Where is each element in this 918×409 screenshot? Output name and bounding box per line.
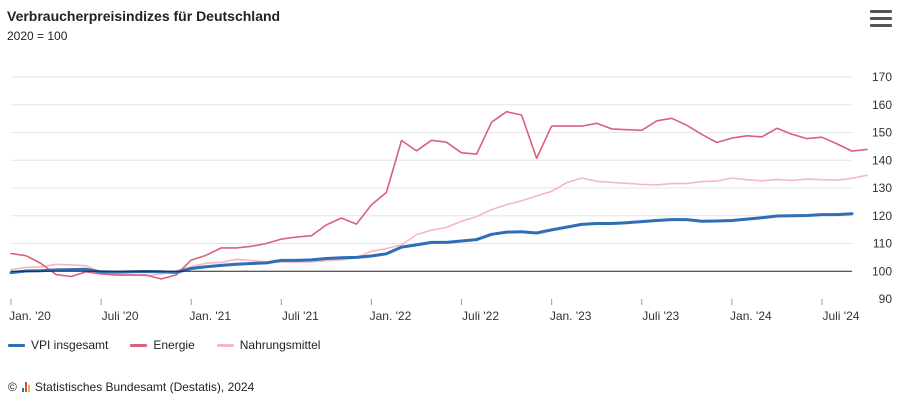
y-tick-label: 90 [879, 292, 893, 306]
logo-bar [21, 388, 24, 392]
legend: VPI insgesamt Energie Nahrungsmittel [8, 338, 320, 352]
legend-label-nahrungsmittel: Nahrungsmittel [239, 338, 321, 352]
hamburger-menu-icon[interactable] [870, 10, 892, 30]
credits[interactable]: © Statistisches Bundesamt (Destatis), 20… [8, 380, 254, 394]
x-tick-label: Jan. '24 [730, 309, 772, 323]
x-tick-label: Juli '24 [822, 309, 859, 323]
x-tick-label: Juli '21 [282, 309, 319, 323]
chart-subtitle: 2020 = 100 [7, 29, 68, 43]
legend-item-nahrungsmittel[interactable]: Nahrungsmittel [216, 338, 321, 352]
x-tick-label: Juli '22 [462, 309, 499, 323]
credits-text: Statistisches Bundesamt (Destatis), 2024 [34, 380, 255, 394]
destatis-logo-icon [21, 382, 30, 392]
x-tick-label: Jan. '23 [550, 309, 592, 323]
menu-bar [870, 24, 892, 27]
y-tick-label: 160 [872, 98, 892, 112]
legend-label-vpi: VPI insgesamt [31, 338, 109, 352]
logo-bar [27, 385, 30, 392]
x-tick-label: Jan. '22 [370, 309, 412, 323]
legend-swatch-nahrungsmittel [216, 343, 234, 347]
y-tick-label: 110 [873, 237, 892, 251]
y-tick-label: 120 [872, 209, 892, 223]
copyright-symbol: © [8, 380, 17, 394]
series-line-nahrungsmittel [10, 174, 868, 277]
legend-item-vpi[interactable]: VPI insgesamt [8, 338, 108, 352]
legend-swatch-vpi [8, 343, 25, 347]
series-line-energie [10, 110, 868, 280]
chart-title: Verbraucherpreisindizes für Deutschland [7, 8, 281, 24]
x-tick-label: Jan. '21 [189, 309, 231, 323]
x-tick-label: Juli '23 [642, 309, 679, 323]
legend-item-energie[interactable]: Energie [130, 338, 195, 352]
legend-label-energie: Energie [153, 338, 195, 352]
menu-bar [870, 17, 892, 20]
y-tick-label: 100 [872, 264, 892, 278]
x-tick-label: Juli '20 [102, 309, 139, 323]
y-tick-label: 140 [872, 153, 892, 167]
y-tick-label: 130 [872, 181, 892, 195]
legend-swatch-energie [130, 343, 148, 347]
x-tick-label: Jan. '20 [9, 309, 51, 323]
y-tick-label: 170 [872, 70, 892, 84]
y-tick-label: 150 [872, 126, 892, 140]
line-chart: 90 100 110 120 130 140 150 160 170 Jan. '20 Juli '… [9, 70, 893, 323]
menu-bar [870, 10, 892, 13]
logo-bar [24, 382, 27, 392]
